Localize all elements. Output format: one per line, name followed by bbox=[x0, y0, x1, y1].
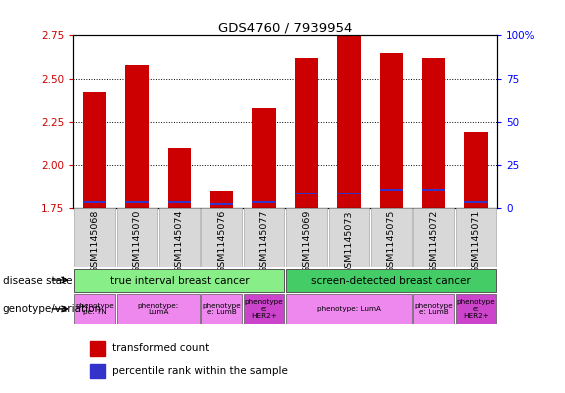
FancyBboxPatch shape bbox=[286, 269, 497, 292]
Text: GSM1145069: GSM1145069 bbox=[302, 210, 311, 274]
Text: phenotype
e: LumB: phenotype e: LumB bbox=[202, 303, 241, 315]
Text: phenotype:
LumA: phenotype: LumA bbox=[137, 303, 179, 315]
FancyBboxPatch shape bbox=[116, 208, 157, 267]
Text: transformed count: transformed count bbox=[112, 343, 209, 353]
Bar bbox=[380, 189, 403, 191]
Bar bbox=[168, 148, 191, 208]
Text: phenotype
pe: TN: phenotype pe: TN bbox=[75, 303, 114, 315]
FancyBboxPatch shape bbox=[371, 208, 411, 267]
Bar bbox=[83, 201, 106, 203]
Text: phenotype
e: LumB: phenotype e: LumB bbox=[414, 303, 453, 315]
FancyBboxPatch shape bbox=[75, 269, 285, 292]
Text: GSM1145072: GSM1145072 bbox=[429, 210, 438, 274]
FancyBboxPatch shape bbox=[286, 208, 327, 267]
Text: percentile rank within the sample: percentile rank within the sample bbox=[112, 366, 288, 376]
FancyBboxPatch shape bbox=[244, 208, 285, 267]
Bar bbox=[337, 35, 360, 208]
Text: phenotype: LumA: phenotype: LumA bbox=[317, 306, 381, 312]
Text: GSM1145076: GSM1145076 bbox=[218, 210, 226, 274]
Text: GSM1145073: GSM1145073 bbox=[345, 210, 353, 274]
Bar bbox=[253, 201, 276, 203]
Bar bbox=[210, 203, 233, 205]
Text: phenotype
e:
HER2+: phenotype e: HER2+ bbox=[457, 299, 496, 319]
Text: GSM1145071: GSM1145071 bbox=[472, 210, 480, 274]
Bar bbox=[295, 58, 318, 208]
Bar bbox=[125, 201, 149, 203]
Text: disease state: disease state bbox=[3, 276, 72, 286]
FancyBboxPatch shape bbox=[244, 294, 285, 323]
Title: GDS4760 / 7939954: GDS4760 / 7939954 bbox=[218, 21, 353, 34]
FancyBboxPatch shape bbox=[202, 294, 242, 323]
Text: GSM1145070: GSM1145070 bbox=[133, 210, 141, 274]
Text: GSM1145075: GSM1145075 bbox=[387, 210, 396, 274]
FancyBboxPatch shape bbox=[202, 208, 242, 267]
Bar bbox=[125, 65, 149, 208]
FancyBboxPatch shape bbox=[286, 294, 411, 323]
Text: GSM1145068: GSM1145068 bbox=[90, 210, 99, 274]
Bar bbox=[380, 53, 403, 208]
Bar bbox=[337, 193, 360, 195]
Text: GSM1145077: GSM1145077 bbox=[260, 210, 268, 274]
Bar bbox=[210, 191, 233, 208]
Bar bbox=[168, 201, 191, 203]
FancyBboxPatch shape bbox=[75, 294, 115, 323]
Bar bbox=[83, 92, 106, 208]
Bar bbox=[90, 341, 105, 356]
Bar bbox=[253, 108, 276, 208]
FancyBboxPatch shape bbox=[328, 208, 370, 267]
FancyBboxPatch shape bbox=[413, 294, 454, 323]
Bar bbox=[90, 364, 105, 378]
FancyBboxPatch shape bbox=[159, 208, 200, 267]
FancyBboxPatch shape bbox=[413, 208, 454, 267]
FancyBboxPatch shape bbox=[75, 208, 115, 267]
Bar bbox=[422, 189, 445, 191]
FancyBboxPatch shape bbox=[455, 294, 497, 323]
Bar bbox=[422, 58, 445, 208]
Bar bbox=[464, 201, 488, 203]
Text: GSM1145074: GSM1145074 bbox=[175, 210, 184, 274]
Text: screen-detected breast cancer: screen-detected breast cancer bbox=[311, 275, 471, 286]
Text: genotype/variation: genotype/variation bbox=[3, 304, 102, 314]
Text: true interval breast cancer: true interval breast cancer bbox=[110, 275, 249, 286]
Text: phenotype
e:
HER2+: phenotype e: HER2+ bbox=[245, 299, 284, 319]
FancyBboxPatch shape bbox=[455, 208, 497, 267]
Bar bbox=[295, 193, 318, 195]
FancyBboxPatch shape bbox=[116, 294, 200, 323]
Bar bbox=[464, 132, 488, 208]
